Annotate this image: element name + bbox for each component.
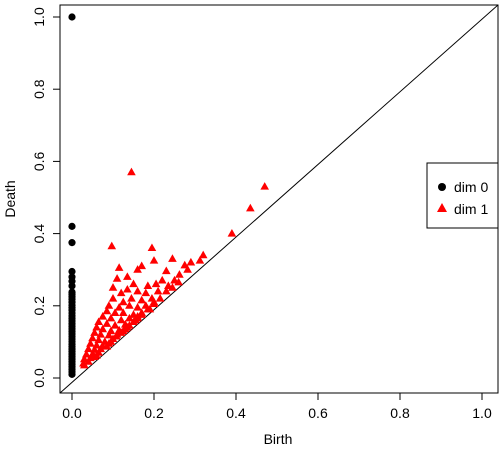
data-points (68, 13, 269, 378)
dim1-point (111, 331, 121, 340)
dim1-point (162, 266, 171, 275)
dim1-point (118, 308, 128, 317)
dim1-point (141, 288, 151, 297)
dim1-point (102, 306, 112, 315)
dim1-point (118, 297, 128, 306)
dim1-point (80, 360, 89, 369)
dim1-point (98, 312, 108, 320)
legend-label-dim0: dim 0 (454, 179, 488, 195)
dim1-point (116, 315, 126, 324)
dim1-point (110, 308, 120, 317)
dim0-point (68, 370, 76, 378)
y-axis: 0.0 0.2 0.4 0.6 0.8 1.0 (31, 7, 61, 388)
dim1-point (183, 265, 192, 273)
dim1-point (143, 304, 153, 313)
y-tick-label: 0.8 (31, 79, 47, 99)
dim1-point (102, 341, 112, 350)
dim1-point (147, 243, 157, 252)
dim1-point (125, 313, 134, 322)
x-tick-label: 1.0 (472, 405, 492, 421)
dim1-point (174, 277, 183, 286)
dim1-point (137, 310, 146, 318)
dim1-point (133, 303, 142, 311)
dim1-point (153, 286, 163, 295)
dim0-point (68, 282, 76, 290)
legend-box (426, 162, 499, 229)
dim1-point (125, 301, 134, 309)
dim1-point (108, 293, 118, 302)
dim1-point (108, 283, 118, 291)
x-axis: 0.0 0.2 0.4 0.6 0.8 1.0 (62, 392, 492, 421)
x-tick-label: 0.2 (144, 405, 164, 421)
dim1-point (127, 293, 136, 302)
dim1-point (186, 257, 196, 266)
y-axis-title: Death (2, 180, 18, 217)
dim1-point (107, 241, 117, 250)
dim1-point (123, 284, 132, 293)
legend-marker-dim1 (437, 203, 447, 212)
legend-label-dim1: dim 1 (454, 201, 488, 217)
dim1-point (129, 279, 138, 288)
dim1-point (123, 272, 132, 280)
y-tick-label: 1.0 (31, 7, 47, 27)
x-tick-label: 0.6 (308, 405, 328, 421)
dim1-point (198, 250, 208, 259)
dim1-point (137, 261, 146, 270)
dim1-point (151, 279, 161, 288)
dim0-point (68, 13, 76, 21)
dim1-point (175, 270, 184, 278)
dim0-point (68, 239, 76, 247)
dim0-point (68, 267, 76, 276)
legend-marker-dim0 (438, 183, 446, 191)
dim0-point (68, 222, 76, 230)
dim1-point (84, 357, 93, 365)
legend: dim 0 dim 1 (426, 162, 499, 229)
y-tick-label: 0.0 (31, 368, 47, 388)
dim1-point (121, 324, 130, 333)
y-tick-label: 0.2 (31, 296, 47, 316)
dim1-point (116, 288, 126, 297)
dim1-point (104, 330, 114, 339)
dim1-point (125, 321, 134, 329)
dim1-point (127, 167, 136, 176)
x-tick-label: 0.0 (62, 405, 82, 421)
dim1-point (90, 352, 99, 361)
x-tick-label: 0.4 (226, 405, 246, 421)
dim1-point (227, 229, 237, 237)
dim1-point (260, 182, 269, 190)
x-axis-title: Birth (264, 431, 293, 447)
dim1-point (102, 319, 112, 327)
dim1-point (157, 275, 167, 284)
dim1-point (114, 303, 124, 311)
dim1-point (80, 354, 89, 363)
dim1-point (246, 203, 255, 212)
dim1-point (168, 283, 177, 291)
dim1-point (106, 313, 116, 322)
dim1-point (106, 337, 116, 345)
x-tick-label: 0.8 (390, 405, 410, 421)
dim1-point (149, 297, 159, 306)
dim1-point (149, 256, 159, 264)
dim1-point (195, 256, 205, 264)
dim1-point (112, 274, 122, 282)
dim1-point (110, 321, 120, 329)
dim1-point (133, 313, 142, 322)
dim1-point (133, 265, 142, 273)
dim1-point (133, 286, 142, 295)
dim1-point (162, 286, 171, 295)
dim1-point (168, 254, 177, 262)
dim1-point (137, 295, 146, 304)
y-tick-label: 0.6 (31, 151, 47, 171)
dim1-point (155, 293, 165, 302)
dim1-point (143, 281, 153, 289)
y-tick-label: 0.4 (31, 224, 47, 244)
dim1-point (114, 263, 124, 271)
